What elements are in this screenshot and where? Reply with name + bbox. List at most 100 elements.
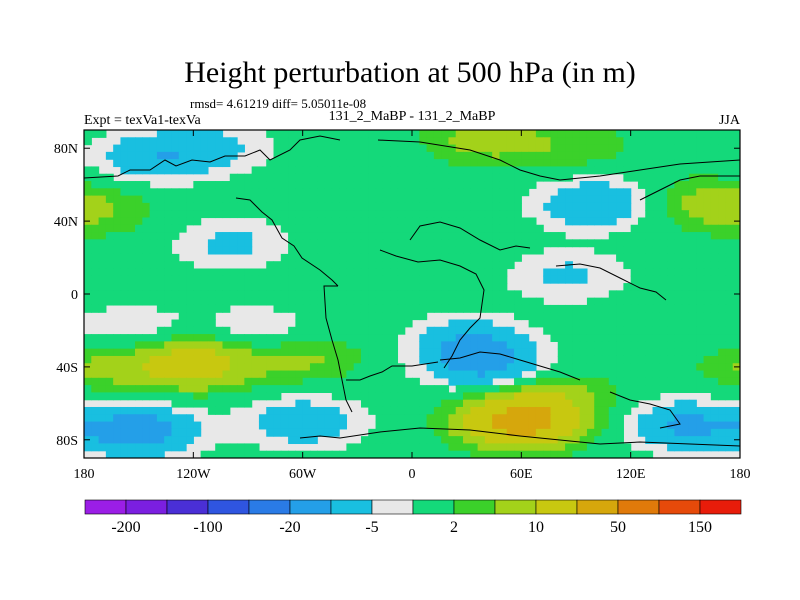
contour-cell	[375, 166, 384, 175]
contour-cell	[433, 181, 442, 189]
contour-cell	[105, 275, 114, 284]
contour-cell	[703, 253, 712, 262]
contour-cell	[426, 283, 435, 291]
contour-cell	[105, 443, 114, 452]
contour-cell	[681, 137, 690, 146]
contour-cell	[543, 406, 552, 415]
contour-cell	[120, 363, 129, 372]
contour-cell	[331, 334, 340, 342]
contour-cell	[346, 144, 355, 153]
contour-cell	[543, 268, 552, 277]
contour-cell	[309, 232, 318, 240]
contour-cell	[149, 275, 158, 284]
contour-cell	[142, 232, 151, 240]
contour-cell	[302, 370, 311, 379]
contour-cell	[207, 195, 216, 204]
contour-cell	[448, 130, 457, 138]
contour-cell	[397, 370, 406, 379]
contour-cell	[229, 195, 238, 204]
contour-cell	[360, 151, 369, 160]
contour-cell	[696, 334, 705, 342]
contour-cell	[703, 261, 712, 270]
contour-cell	[550, 159, 559, 168]
contour-cell	[273, 210, 282, 219]
contour-cell	[309, 436, 318, 445]
contour-cell	[594, 370, 603, 379]
contour-cell	[659, 283, 668, 291]
contour-cell	[244, 188, 253, 197]
contour-cell	[120, 406, 129, 415]
contour-cell	[382, 450, 391, 458]
contour-cell	[200, 202, 209, 211]
contour-cell	[506, 188, 515, 197]
contour-cell	[521, 144, 530, 153]
contour-cell	[572, 450, 581, 458]
contour-cell	[463, 253, 471, 262]
contour-cell	[288, 436, 296, 445]
contour-cell	[426, 217, 435, 226]
contour-cell	[659, 348, 668, 357]
contour-cell	[164, 341, 173, 350]
contour-cell	[171, 436, 180, 445]
contour-cell	[91, 202, 100, 211]
contour-cell	[127, 414, 136, 423]
contour-cell	[601, 406, 610, 415]
contour-cell	[630, 261, 639, 270]
contour-cell	[732, 326, 740, 335]
contour-cell	[499, 159, 508, 168]
contour-cell	[156, 239, 165, 248]
contour-cell	[601, 399, 610, 408]
contour-cell	[470, 224, 479, 233]
contour-cell	[572, 159, 581, 168]
contour-cell	[113, 341, 122, 350]
contour-cell	[433, 304, 442, 313]
contour-cell	[463, 195, 471, 204]
contour-cell	[156, 144, 165, 153]
contour-cell	[193, 385, 202, 393]
contour-cell	[667, 319, 675, 328]
contour-cell	[215, 406, 224, 415]
contour-cell	[696, 363, 705, 372]
contour-cell	[557, 130, 566, 138]
contour-cell	[397, 443, 406, 452]
contour-cell	[608, 210, 617, 219]
contour-cell	[346, 392, 355, 401]
contour-cell	[251, 348, 260, 357]
contour-cell	[667, 428, 675, 437]
contour-cell	[149, 239, 158, 248]
contour-cell	[484, 188, 493, 197]
contour-cell	[484, 261, 493, 270]
x-tick-label: 0	[409, 467, 416, 482]
contour-cell	[718, 319, 727, 328]
contour-cell	[331, 246, 340, 255]
contour-cell	[645, 297, 654, 306]
contour-cell	[455, 130, 464, 138]
contour-cell	[120, 355, 129, 364]
contour-cell	[156, 428, 165, 437]
contour-cell	[448, 399, 457, 408]
contour-cell	[586, 188, 595, 197]
contour-cell	[397, 385, 406, 393]
contour-cell	[171, 319, 180, 328]
contour-cell	[441, 268, 450, 277]
contour-cell	[186, 144, 194, 153]
contour-cell	[419, 399, 428, 408]
contour-cell	[579, 130, 588, 138]
contour-cell	[105, 385, 114, 393]
contour-cell	[178, 319, 187, 328]
contour-cell	[156, 137, 165, 146]
contour-cell	[84, 428, 92, 437]
contour-cell	[579, 392, 588, 401]
contour-cell	[390, 370, 399, 379]
contour-cell	[579, 188, 588, 197]
contour-cell	[572, 130, 581, 138]
x-tick-label: 120E	[616, 467, 646, 482]
contour-cell	[586, 443, 595, 452]
contour-cell	[681, 341, 690, 350]
contour-cell	[164, 224, 173, 233]
contour-cell	[98, 173, 107, 182]
contour-cell	[521, 341, 530, 350]
contour-cell	[295, 363, 304, 372]
contour-cell	[594, 385, 603, 393]
contour-cell	[302, 217, 311, 226]
